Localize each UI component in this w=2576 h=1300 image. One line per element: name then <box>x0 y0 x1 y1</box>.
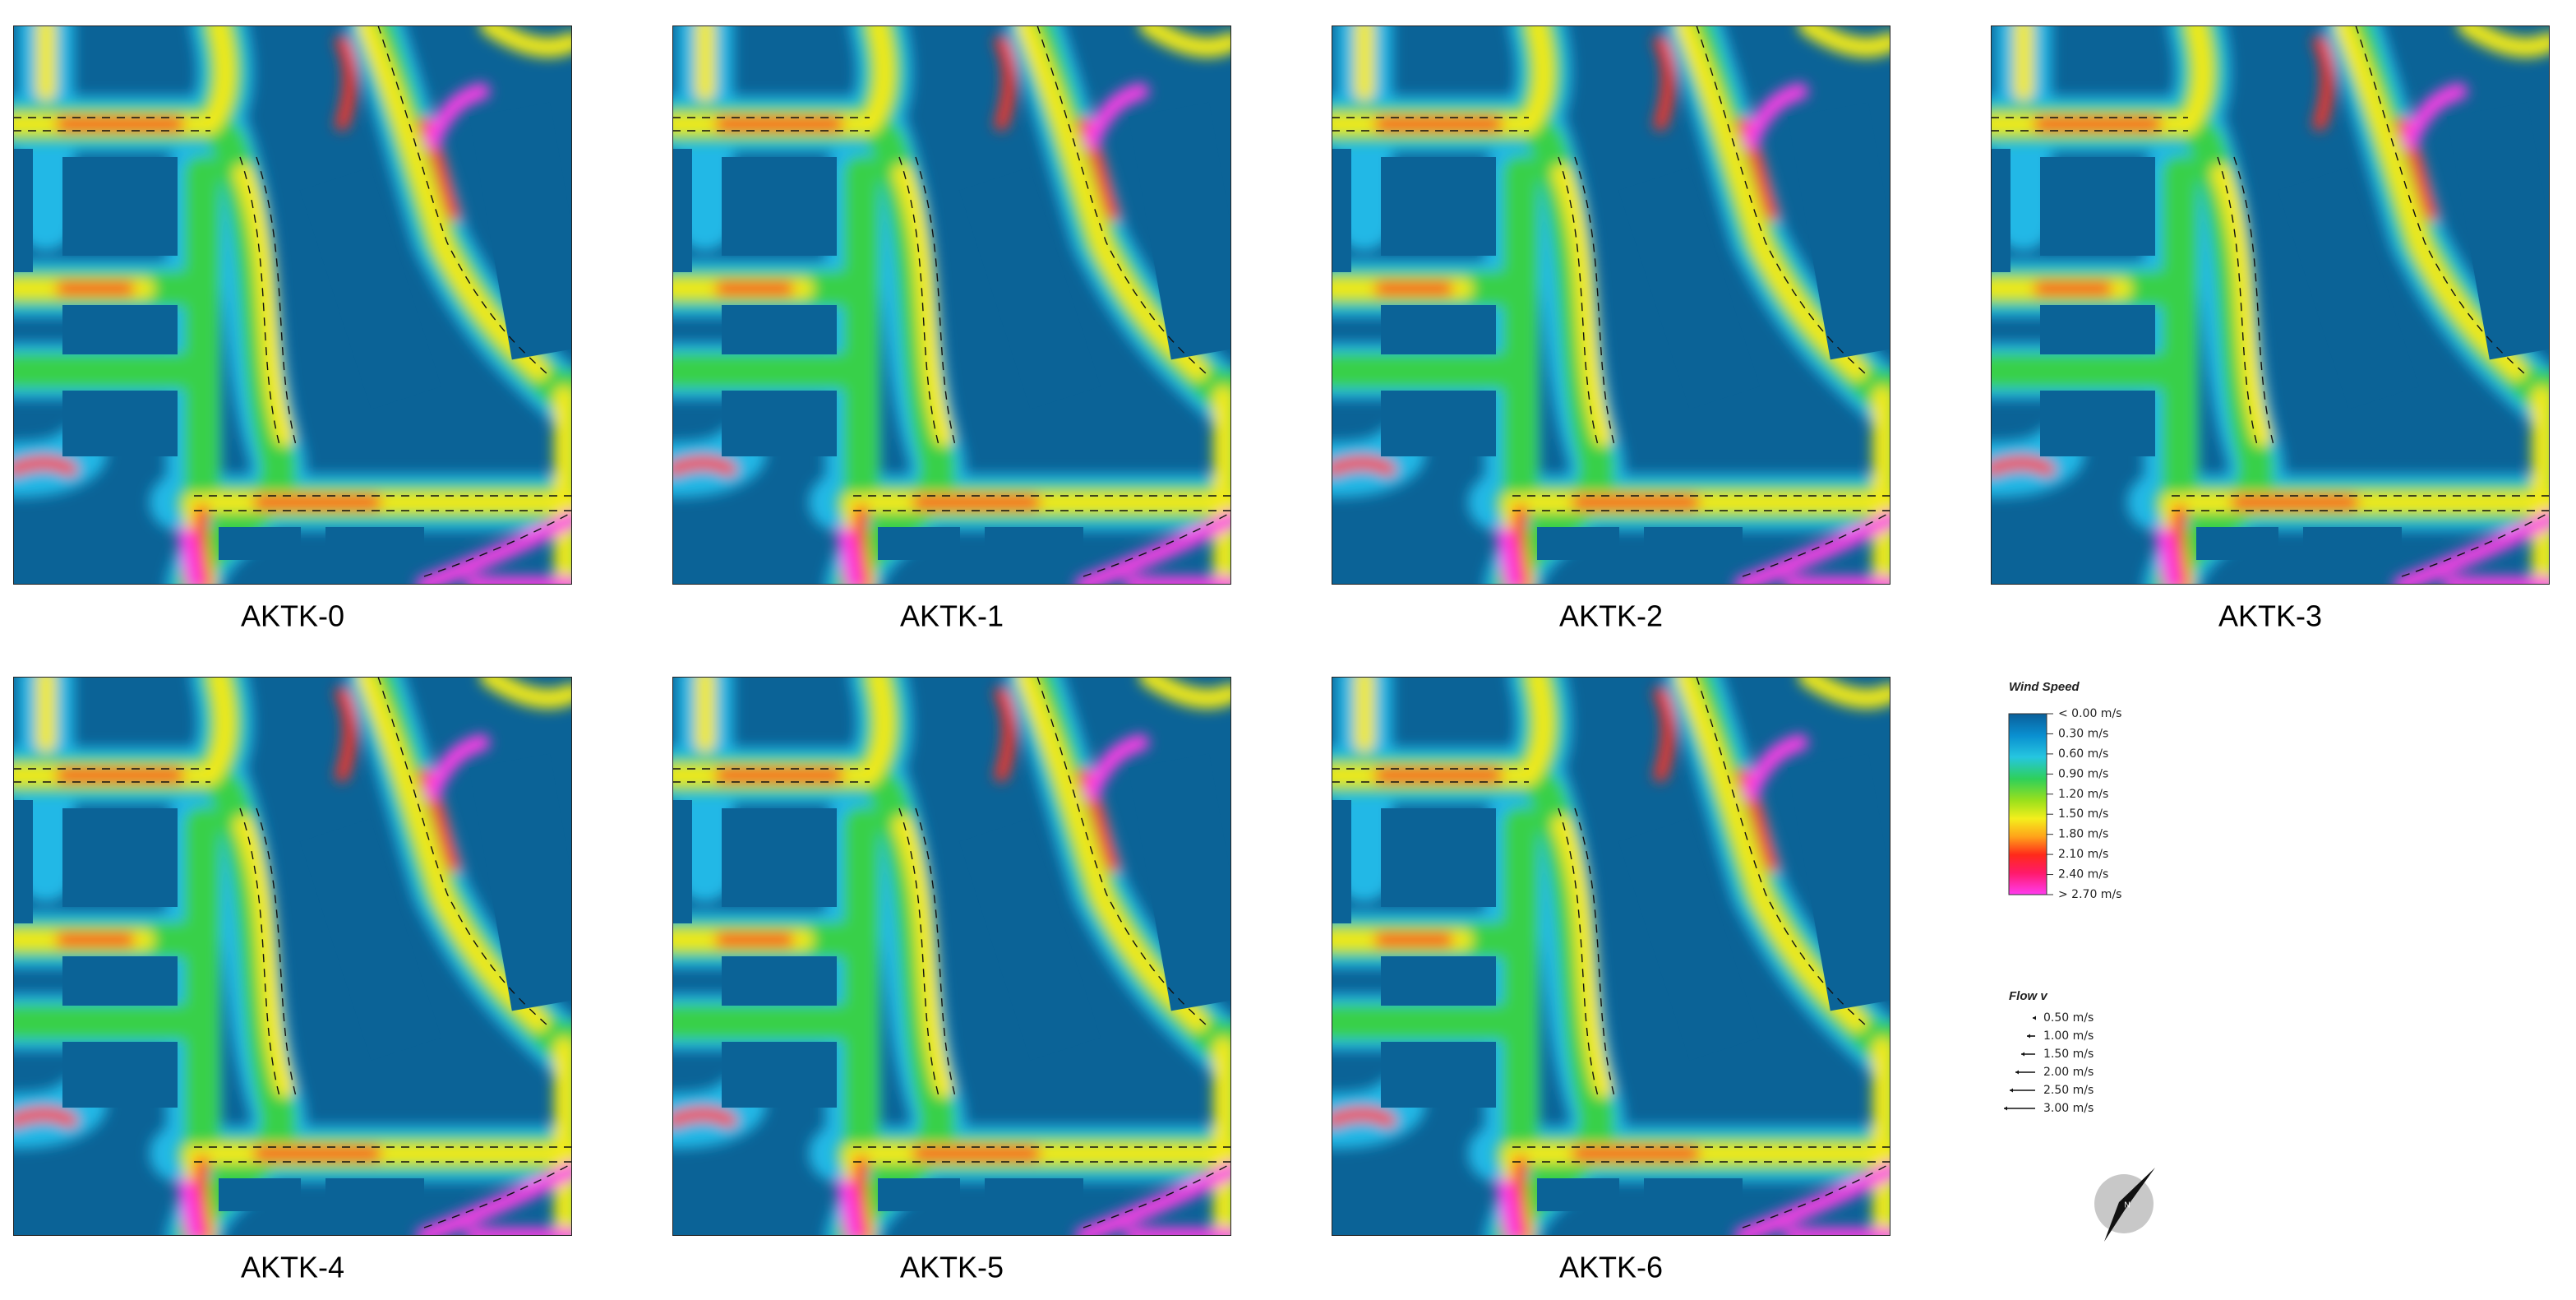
flow-arrowhead <box>2027 1034 2030 1039</box>
legend-label: 3.00 m/s <box>2043 1102 2094 1115</box>
flow-arrowhead <box>2010 1088 2013 1093</box>
legend-title: Flow v <box>2009 989 2048 1003</box>
wind-map <box>1991 25 2570 585</box>
flow-arrowhead <box>2004 1106 2007 1111</box>
legend-label: 2.00 m/s <box>2043 1066 2094 1079</box>
panels: AKTK-0 AKTK-1 AKTK-2 AKTK-3 AKTK-4 AKTK-5 AKTK… <box>13 25 2570 1284</box>
panel-label: AKTK-5 <box>900 1251 1004 1284</box>
legend-label: 1.00 m/s <box>2043 1029 2094 1043</box>
wind-map <box>13 25 593 585</box>
panel: AKTK-2 <box>1332 25 1911 633</box>
panel: AKTK-3 <box>1991 25 2570 633</box>
legend-label: 1.50 m/s <box>2043 1048 2094 1061</box>
legend-label: 2.10 m/s <box>2058 848 2108 861</box>
legend-label: < 0.00 m/s <box>2058 707 2121 720</box>
legend-label: 0.50 m/s <box>2043 1011 2094 1025</box>
color-bar <box>2008 713 2047 895</box>
flow-arrowhead <box>2015 1070 2019 1075</box>
panel-label: AKTK-3 <box>2218 599 2322 633</box>
panel: AKTK-1 <box>672 25 1252 633</box>
wind-map <box>13 677 593 1236</box>
panel-label: AKTK-6 <box>1559 1251 1663 1284</box>
panel: AKTK-4 <box>13 677 593 1284</box>
legend-label: 2.40 m/s <box>2058 868 2108 881</box>
wind-speed-legend: Wind Speed < 0.00 m/s 0.30 m/s 0.60 m/s 0.9… <box>2008 680 2121 901</box>
legend-label: 2.50 m/s <box>2043 1084 2094 1097</box>
panel: AKTK-6 <box>1332 677 1911 1284</box>
panel-label: AKTK-0 <box>241 599 344 633</box>
flow-arrowhead <box>2021 1052 2024 1057</box>
panel-label: AKTK-2 <box>1559 599 1663 633</box>
wind-map <box>672 677 1252 1236</box>
flow-legend: Flow v 0.50 m/s 1.00 m/s 1.50 m/s 2.00 m/s 2… <box>2004 989 2094 1115</box>
panel-label: AKTK-4 <box>241 1251 344 1284</box>
compass: N <box>2094 1168 2155 1242</box>
wind-map <box>1332 677 1911 1236</box>
legend-title: Wind Speed <box>2009 680 2080 694</box>
legend-label: 0.60 m/s <box>2058 747 2108 761</box>
legend-label: > 2.70 m/s <box>2058 888 2121 901</box>
legend-label: 0.90 m/s <box>2058 767 2108 780</box>
legend-label: 1.50 m/s <box>2058 807 2108 821</box>
panel-label: AKTK-1 <box>900 599 1004 633</box>
wind-map <box>672 25 1252 585</box>
compass-label: N <box>2124 1201 2130 1210</box>
legend-label: 1.80 m/s <box>2058 828 2108 841</box>
panel: AKTK-5 <box>672 677 1252 1284</box>
legend-label: 1.20 m/s <box>2058 788 2108 801</box>
legend-label: 0.30 m/s <box>2058 727 2108 740</box>
panel: AKTK-0 <box>13 25 593 633</box>
wind-map <box>1332 25 1911 585</box>
flow-arrowhead <box>2033 1015 2036 1020</box>
